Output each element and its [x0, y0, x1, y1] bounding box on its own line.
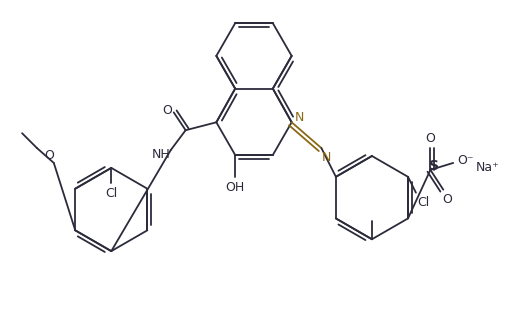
Text: OH: OH — [225, 181, 245, 194]
Text: N: N — [322, 151, 331, 165]
Text: Cl: Cl — [105, 187, 118, 200]
Text: O: O — [162, 104, 172, 117]
Text: NH: NH — [152, 147, 170, 160]
Text: O: O — [44, 149, 54, 161]
Text: S: S — [430, 159, 439, 173]
Text: O⁻: O⁻ — [457, 155, 473, 167]
Text: Cl: Cl — [418, 196, 430, 209]
Text: O: O — [426, 132, 435, 145]
Text: O: O — [442, 193, 452, 206]
Text: Na⁺: Na⁺ — [476, 161, 500, 174]
Text: N: N — [295, 111, 304, 124]
